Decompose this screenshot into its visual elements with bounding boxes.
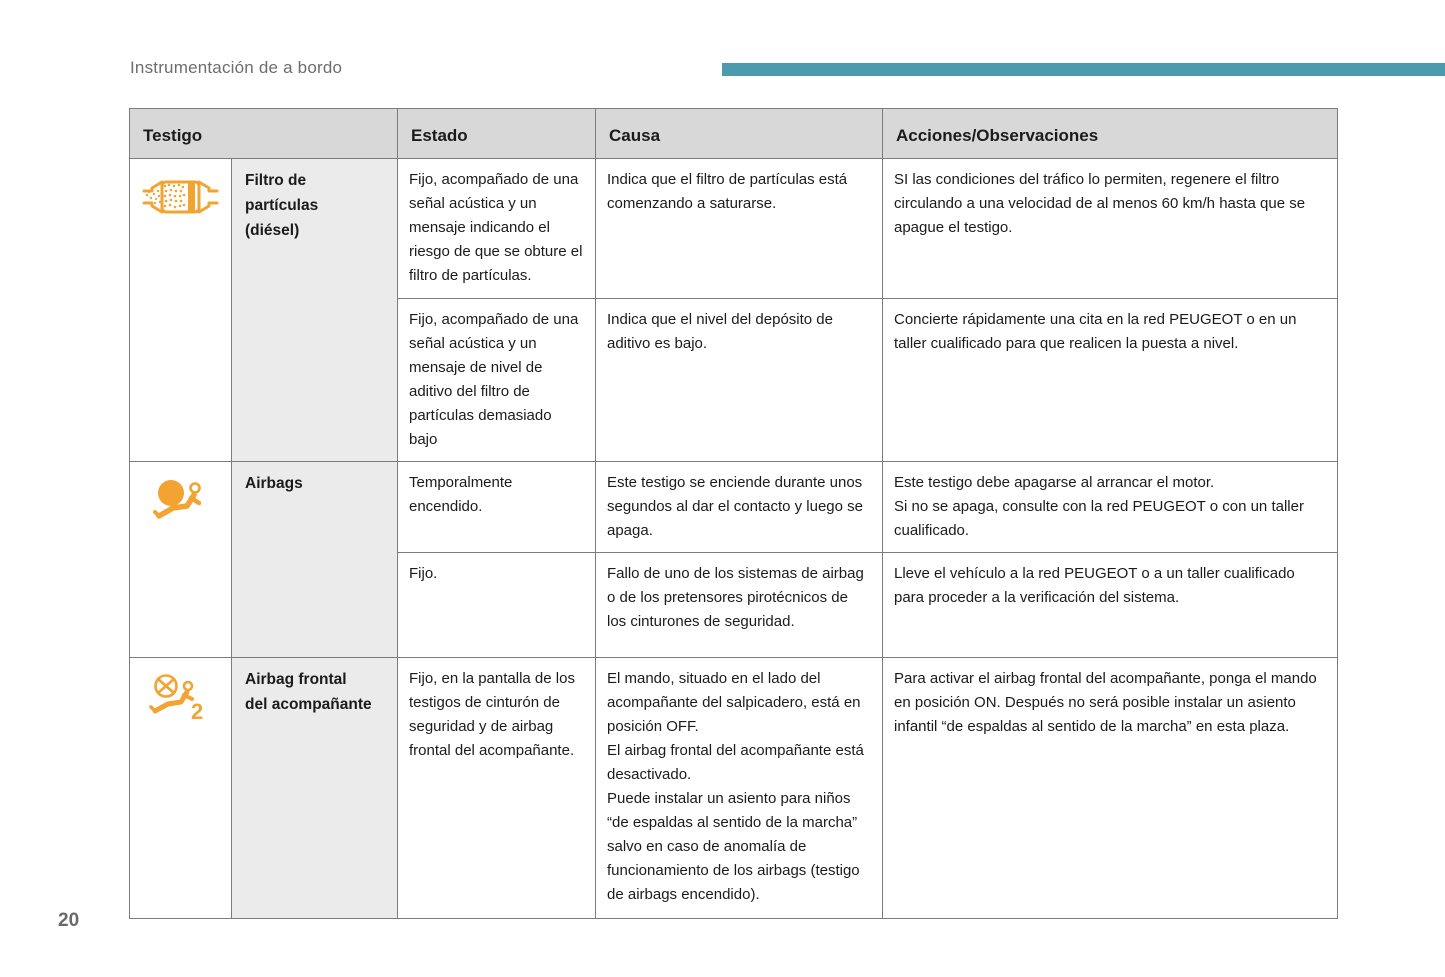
causa-cell: Indica que el nivel del depósito de adit…: [596, 299, 883, 463]
estado-cell: Fijo, acompañado de una señal acústica y…: [398, 159, 596, 300]
acciones-cell: Concierte rápidamente una cita en la red…: [883, 299, 1337, 463]
estado-cell: Fijo, acompañado de una señal acústica y…: [398, 299, 596, 463]
row-label-filtro-particulas: Filtro de partículas (diésel): [232, 159, 398, 463]
passenger-airbag-off-icon: 2: [130, 658, 232, 919]
table-row-airbags: Airbags Temporalmente encendido. Este te…: [130, 462, 1337, 659]
acciones-cell: Para activar el airbag frontal del acomp…: [883, 658, 1337, 919]
accent-bar: [722, 63, 1445, 76]
table-row-airbag-frontal: 2 Airbag frontal del acompañante Fijo, e…: [130, 658, 1337, 919]
svg-text:2: 2: [191, 699, 203, 724]
row-label-airbags: Airbags: [232, 462, 398, 659]
section-title: Instrumentación de a bordo: [130, 58, 343, 77]
header-testigo: Testigo: [130, 109, 398, 160]
acciones-cell: Lleve el vehículo a la red PEUGEOT o a u…: [883, 553, 1337, 659]
table-row-particulate-filter: Filtro de partículas (diésel) Fijo, acom…: [130, 159, 1337, 463]
estado-cell: Fijo, en la pantalla de los testigos de …: [398, 658, 596, 919]
header-acciones: Acciones/Observaciones: [883, 109, 1337, 160]
table-header-row: Testigo Estado Causa Acciones/Observacio…: [130, 109, 1337, 160]
estado-cell: Temporalmente encendido.: [398, 462, 596, 554]
row-label-airbag-frontal: Airbag frontal del acompañante: [232, 658, 398, 919]
diesel-particulate-filter-icon: [130, 159, 232, 463]
causa-cell: Fallo de uno de los sistemas de airbag o…: [596, 553, 883, 659]
airbag-warning-icon: [130, 462, 232, 659]
estado-cell: Fijo.: [398, 553, 596, 659]
header-causa: Causa: [596, 109, 883, 160]
warning-lights-table: Testigo Estado Causa Acciones/Observacio…: [129, 108, 1338, 920]
causa-cell: El mando, situado en el lado del acompañ…: [596, 658, 883, 919]
causa-cell: Este testigo se enciende durante unos se…: [596, 462, 883, 554]
causa-cell: Indica que el filtro de partículas está …: [596, 159, 883, 300]
acciones-cell: SI las condiciones del tráfico lo permit…: [883, 159, 1337, 300]
header-estado: Estado: [398, 109, 596, 160]
page-number: 20: [58, 910, 80, 931]
acciones-cell: Este testigo debe apagarse al arrancar e…: [883, 462, 1337, 554]
